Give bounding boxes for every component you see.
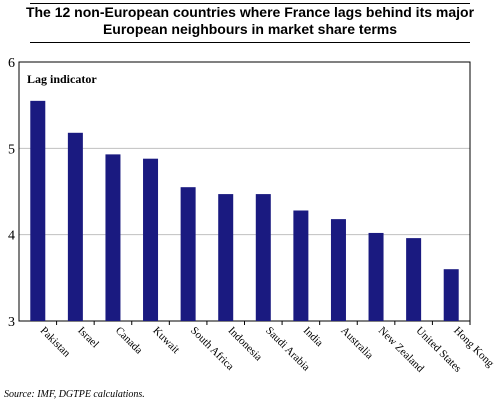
bar — [443, 269, 459, 321]
chart-title-line-2: European neighbours in market share term… — [102, 21, 398, 37]
bar — [368, 232, 384, 321]
bar — [67, 132, 83, 321]
plot-area-frame — [18, 61, 471, 322]
bar — [406, 238, 422, 321]
category-label: Kuwait — [150, 325, 181, 356]
category-label: India — [301, 325, 326, 350]
category-label: Australia — [338, 325, 375, 362]
bar — [330, 219, 346, 321]
bar — [30, 100, 46, 321]
bar — [105, 154, 121, 321]
bar — [180, 187, 196, 321]
y-tick-label: 6 — [8, 56, 15, 71]
category-label: Indonesia — [226, 325, 265, 364]
chart-title-line-1: The 12 non-European countries where Fran… — [25, 4, 475, 20]
y-tick-label: 5 — [8, 142, 15, 157]
bar — [293, 210, 309, 321]
bar — [255, 194, 271, 321]
category-label: Israel — [75, 325, 101, 351]
y-tick-label: 4 — [8, 229, 15, 244]
lag-indicator-label: Lag indicator — [27, 72, 97, 86]
category-label: Canada — [113, 325, 145, 357]
source-note: Source: IMF, DGTPE calculations. — [4, 389, 145, 400]
title-bottom-rule — [30, 42, 470, 43]
y-tick-label: 3 — [8, 315, 15, 330]
bar — [143, 158, 159, 321]
chart-title: The 12 non-European countries where Fran… — [0, 4, 500, 38]
title-top-rule — [30, 3, 470, 4]
category-label: Pakistan — [38, 325, 73, 360]
bar — [218, 194, 234, 321]
